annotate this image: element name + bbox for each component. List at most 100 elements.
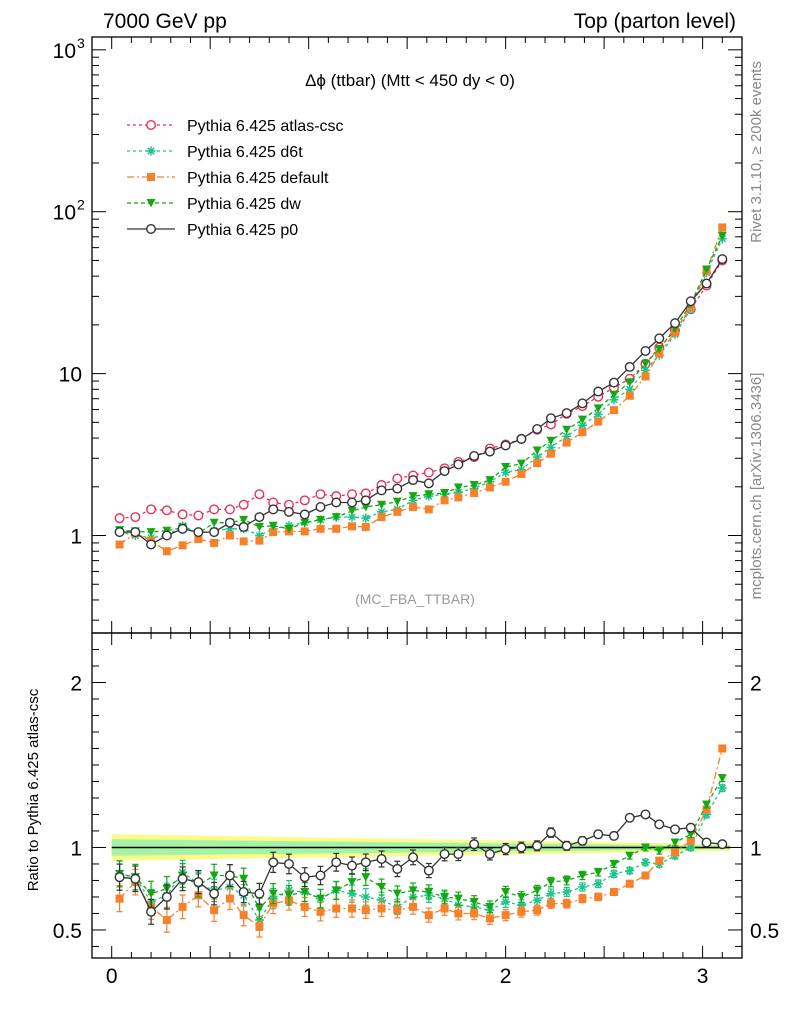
ratio-point	[209, 871, 219, 881]
ratio-point	[393, 906, 402, 915]
data-point	[225, 524, 235, 534]
data-point	[115, 540, 124, 549]
data-point	[347, 506, 357, 516]
ratio-point	[501, 911, 510, 920]
ratio-y-tick-label-right: 1	[750, 837, 762, 860]
data-point	[408, 492, 418, 501]
data-point	[300, 518, 310, 528]
data-point	[640, 359, 650, 369]
ratio-point	[609, 859, 619, 869]
legend-label: Pythia 6.425 dw	[187, 196, 301, 213]
ratio-point	[424, 911, 433, 920]
data-point	[177, 523, 188, 534]
data-point	[485, 483, 494, 492]
data-point	[224, 517, 235, 528]
ratio-line	[119, 813, 723, 913]
data-point	[161, 530, 172, 541]
legend-label: Pythia 6.425 d6t	[187, 144, 303, 161]
legend-item: Pythia 6.425 d6t	[127, 144, 303, 161]
data-point	[377, 513, 386, 522]
data-point	[146, 504, 157, 515]
data-point	[453, 483, 463, 492]
data-point	[577, 415, 587, 425]
ratio-point	[454, 909, 463, 918]
legend-label: Pythia 6.425 atlas-csc	[187, 118, 344, 135]
ratio-point	[562, 899, 571, 908]
data-point	[532, 423, 543, 434]
ratio-point	[268, 889, 278, 899]
ratio-point	[225, 894, 234, 903]
data-point	[408, 475, 419, 486]
ratio-point	[562, 876, 572, 885]
ratio-point	[625, 879, 634, 888]
series-4	[114, 254, 728, 550]
ratio-point	[161, 891, 172, 902]
data-point	[545, 413, 556, 424]
data-point	[654, 344, 664, 354]
data-point	[254, 531, 264, 541]
data-point	[393, 507, 402, 516]
ratio-point	[485, 914, 494, 923]
data-point	[268, 504, 279, 515]
ratio-point	[671, 848, 680, 857]
ratio-point	[361, 892, 371, 902]
data-point	[577, 420, 587, 430]
legend-item: Pythia 6.425 dw	[127, 196, 301, 213]
ratio-y-tick-label: 1	[70, 837, 82, 860]
plot-frames	[91, 36, 743, 959]
ratio-point	[408, 886, 418, 895]
ratio-point	[561, 840, 572, 851]
y-tick-label: 10	[59, 364, 82, 387]
ratio-point	[254, 904, 264, 914]
data-point	[361, 503, 371, 512]
series-line	[119, 235, 723, 535]
ratio-point	[315, 870, 326, 881]
legend-marker	[146, 146, 156, 156]
data-point	[609, 395, 619, 405]
ratio-point	[654, 846, 664, 856]
ratio-point	[562, 887, 572, 897]
data-point	[376, 485, 387, 496]
data-point	[593, 409, 603, 419]
data-point	[640, 365, 650, 375]
ratio-point	[299, 872, 310, 883]
series-line	[119, 258, 723, 546]
data-point	[717, 231, 727, 241]
data-point	[594, 417, 603, 426]
ratio-point	[608, 830, 619, 841]
y-tick-exponent: 2	[77, 197, 85, 213]
data-point	[114, 527, 125, 538]
data-point	[593, 404, 603, 413]
header-right: Top (parton level)	[574, 10, 736, 33]
ratio-point	[655, 856, 664, 865]
ratio-point	[593, 879, 603, 889]
ratio-y-tick-label: 2	[70, 672, 82, 695]
ratio-point	[717, 839, 728, 850]
data-point	[501, 463, 511, 472]
data-point	[701, 278, 712, 289]
ratio-series-group	[114, 744, 728, 938]
data-point	[284, 524, 294, 534]
ratio-point	[268, 857, 279, 868]
data-point	[625, 378, 635, 387]
ratio-point	[532, 895, 542, 905]
legend-marker	[146, 199, 156, 208]
data-point	[469, 450, 480, 461]
watermark: (MC_FBA_TTBAR)	[355, 591, 475, 607]
data-point	[654, 333, 665, 344]
ratio-point	[254, 888, 265, 899]
ratio-point	[361, 906, 370, 915]
x-tick-label: 3	[697, 965, 709, 988]
data-point	[269, 528, 278, 537]
ratio-point	[501, 897, 511, 907]
data-point	[130, 512, 141, 523]
ratio-point	[408, 852, 419, 863]
ratio-point	[300, 888, 310, 897]
ratio-point	[686, 842, 696, 852]
y-tick-exponent: 3	[77, 35, 85, 51]
legend-marker	[147, 173, 155, 181]
ratio-point	[533, 906, 542, 915]
data-point	[224, 504, 235, 515]
ratio-point	[239, 874, 249, 884]
ratio-point	[209, 888, 220, 899]
